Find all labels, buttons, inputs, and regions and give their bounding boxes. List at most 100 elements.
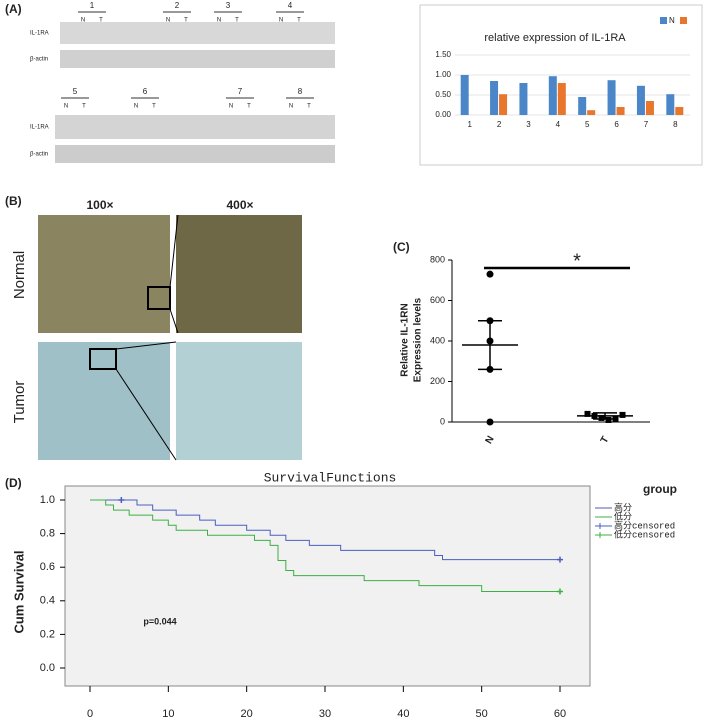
x-tick-label: 8: [673, 120, 678, 129]
ihc-column: 100×: [86, 198, 113, 212]
legend-label: 低分: [614, 510, 632, 522]
nt-label: N: [289, 104, 293, 110]
significance-mark: *: [573, 250, 581, 272]
x-tick-label: 40: [397, 708, 409, 720]
ihc-row: Tumor: [11, 381, 28, 424]
censor-mark: [557, 556, 563, 563]
bar: [587, 110, 596, 115]
ihc-row: Normal: [11, 251, 28, 299]
lane-label: 8: [298, 87, 303, 96]
lane-label: 3: [226, 1, 231, 10]
y-tick-label: 0.6: [40, 561, 55, 573]
nt-label: T: [99, 18, 103, 24]
lane-label: 6: [143, 87, 148, 96]
nt-label: N: [279, 18, 283, 24]
bar: [519, 83, 528, 115]
ihc-image: [176, 215, 302, 333]
x-tick-label: 0: [87, 708, 93, 720]
bar: [675, 107, 684, 115]
zoom-line: [169, 308, 179, 334]
nt-label: N: [166, 18, 170, 24]
panel-a-images: [55, 4, 703, 166]
x-tick-label: 20: [241, 708, 253, 720]
point: [598, 414, 605, 421]
y-tick-label: 0.50: [435, 90, 451, 99]
bar: [499, 94, 508, 115]
legend-swatch: [660, 17, 667, 24]
bar: [666, 94, 675, 115]
legend-swatch: [680, 17, 687, 24]
x-tick-label: 3: [526, 120, 531, 129]
bar: [490, 81, 499, 115]
censor-mark: [557, 588, 563, 595]
point: [486, 337, 494, 345]
censor-mark: [118, 497, 125, 503]
x-tick-label: 10: [162, 708, 174, 720]
x-tick-label: 5: [585, 120, 590, 129]
nt-label: T: [152, 104, 156, 110]
nt-label: N: [217, 18, 221, 24]
nt-label: N: [64, 104, 68, 110]
point: [486, 270, 494, 278]
x-tick-label: 1: [467, 120, 472, 129]
y-tick-label: 0.4: [40, 595, 55, 607]
point: [619, 411, 626, 418]
y-axis-label: Relative IL-1RN: [400, 303, 411, 376]
bar: [607, 80, 616, 115]
y-tick-label: 1.50: [435, 50, 451, 59]
y-tick-label: 0.2: [40, 628, 55, 640]
x-tick-label: 4: [556, 120, 561, 129]
y-tick-label: 1.00: [435, 70, 451, 79]
bar: [460, 75, 469, 115]
plot-area: [64, 485, 591, 687]
nt-label: T: [297, 18, 301, 24]
ihc-image: [176, 342, 302, 460]
zoom-box: [147, 286, 171, 310]
lane-label: 7: [238, 87, 243, 96]
lane-label: 5: [73, 87, 78, 96]
blot-row: IL-1RA: [30, 125, 49, 131]
point: [486, 317, 494, 325]
bar: [548, 76, 557, 115]
nt-label: T: [247, 104, 251, 110]
zoom-line: [115, 368, 177, 461]
x-tick-label: 30: [319, 708, 331, 720]
y-axis-label: Cum Survival: [11, 550, 26, 633]
bar: [557, 83, 566, 115]
y-tick-label: 200: [430, 376, 445, 386]
nt-label: N: [134, 104, 138, 110]
lane-label: 2: [175, 1, 180, 10]
annotation: p=0.044: [143, 616, 176, 626]
point: [605, 416, 612, 423]
ihc-column: 400×: [226, 198, 253, 212]
chart-title: relative expression of IL-1RA: [484, 32, 626, 44]
y-tick-label: 1.0: [40, 494, 55, 506]
nt-label: N: [229, 104, 233, 110]
x-tick-label: 2: [497, 120, 502, 129]
x-tick-label: 50: [476, 708, 488, 720]
point: [486, 418, 494, 426]
survival-curve: [90, 499, 560, 593]
y-tick-label: 0.0: [40, 662, 55, 674]
blot: [55, 145, 335, 163]
nt-label: T: [307, 104, 311, 110]
panel-label: (B): [5, 194, 22, 208]
legend-title: group: [643, 482, 677, 496]
panel-label: (C): [393, 240, 410, 254]
ihc-image: [38, 215, 170, 333]
nt-label: T: [184, 18, 188, 24]
legend-label: 低分censored: [614, 528, 675, 540]
y-tick-label: 0.00: [435, 110, 451, 119]
blot: [60, 50, 335, 68]
x-tick-label: T: [599, 435, 612, 446]
x-tick-label: 6: [614, 120, 619, 129]
blot: [55, 115, 335, 139]
lane-label: 1: [90, 1, 95, 10]
bar: [645, 101, 654, 115]
zoom-box: [89, 348, 117, 370]
bar: [578, 97, 587, 115]
bar: [616, 107, 625, 115]
blot-row: β-actin: [30, 152, 48, 158]
point: [584, 410, 591, 417]
